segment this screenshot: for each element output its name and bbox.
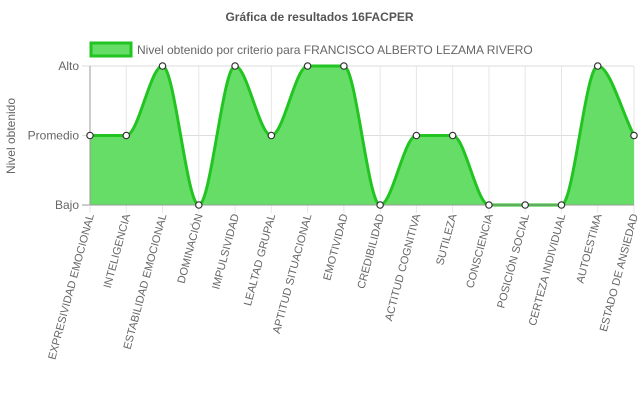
x-tick-label: LEALTAD GRUPAL	[242, 213, 278, 308]
x-tick-label: POSICIÓN SOCIAL	[494, 212, 532, 309]
data-point[interactable]	[158, 62, 167, 70]
data-point[interactable]	[195, 201, 203, 209]
data-point[interactable]	[412, 131, 421, 140]
x-tick-label: IMPULSIVIDAD	[210, 213, 242, 291]
x-tick-label: CERTEZA INDIVIDUAL	[527, 213, 568, 328]
legend[interactable]: Nivel obtenido por criterio para FRANCIS…	[89, 41, 533, 58]
x-tick-label: CREDIBILIDAD	[356, 213, 388, 291]
y-tick-label: Alto	[58, 59, 79, 73]
data-point[interactable]	[630, 131, 638, 140]
x-tick-label: AUTOESTIMA	[575, 212, 605, 285]
x-tick-label: APTITUD SITUACIONAL	[271, 213, 315, 335]
y-tick-labels: Bajo Promedio Alto	[28, 59, 80, 212]
y-tick-label: Bajo	[55, 198, 79, 212]
x-tick-label: ACTITUD COGNITIVA	[383, 212, 423, 322]
data-point[interactable]	[593, 62, 602, 70]
x-tick-label: INTELIGENCIA	[102, 212, 134, 290]
data-point[interactable]	[448, 131, 457, 140]
legend-swatch[interactable]	[89, 41, 133, 58]
data-point[interactable]	[86, 131, 94, 140]
data-point[interactable]	[521, 201, 530, 209]
x-tick-label: DOMINACIÓN	[175, 212, 206, 284]
x-tick-label: ESTADO DE ANSIEDAD	[598, 213, 639, 333]
x-tick-label: EMOTIVIDAD	[321, 213, 350, 282]
legend-label[interactable]: Nivel obtenido por criterio para FRANCIS…	[137, 43, 533, 57]
x-tick-label: ESTABILIDAD EMOCIONAL	[122, 213, 170, 351]
chart-title: Gráfica de resultados 16FACPER	[225, 10, 413, 24]
x-tick-labels: EXPRESIVIDAD EMOCIONAL INTELIGENCIAESTABI…	[46, 212, 639, 361]
data-point[interactable]	[267, 131, 276, 140]
x-tick-label: CONSCIENCIA	[464, 212, 496, 290]
x-tick-label: SUTILEZA	[434, 212, 459, 267]
data-point[interactable]	[303, 62, 312, 70]
data-point[interactable]	[485, 201, 493, 209]
y-tick-label: Promedio	[28, 129, 80, 143]
data-point[interactable]	[557, 201, 566, 209]
data-point[interactable]	[376, 201, 384, 209]
data-point[interactable]	[231, 62, 239, 70]
y-axis-title: Nivel obtenido	[4, 98, 18, 174]
data-point[interactable]	[340, 62, 348, 70]
x-tick-label: EXPRESIVIDAD EMOCIONAL	[46, 213, 97, 361]
data-point[interactable]	[122, 131, 131, 140]
data-points[interactable]	[86, 62, 638, 209]
